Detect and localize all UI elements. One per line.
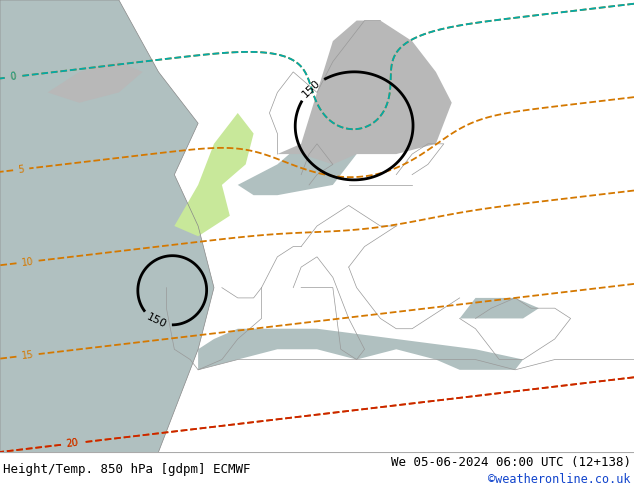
Text: 10: 10 [21,256,34,268]
Text: 20: 20 [65,438,79,449]
Polygon shape [278,21,451,164]
Text: 0: 0 [9,72,16,82]
Text: ©weatheronline.co.uk: ©weatheronline.co.uk [488,473,631,486]
Polygon shape [198,329,523,370]
Text: 0: 0 [9,72,16,82]
Text: 150: 150 [145,312,169,330]
Polygon shape [460,298,539,319]
Polygon shape [174,113,254,236]
Text: 5: 5 [18,164,25,174]
Text: 20: 20 [65,438,79,449]
Text: 15: 15 [21,350,34,361]
Polygon shape [48,62,143,103]
Text: 150: 150 [301,77,323,99]
Text: Height/Temp. 850 hPa [gdpm] ECMWF: Height/Temp. 850 hPa [gdpm] ECMWF [3,463,250,476]
Text: We 05-06-2024 06:00 UTC (12+138): We 05-06-2024 06:00 UTC (12+138) [391,456,631,469]
Polygon shape [0,0,214,452]
Polygon shape [238,144,356,195]
